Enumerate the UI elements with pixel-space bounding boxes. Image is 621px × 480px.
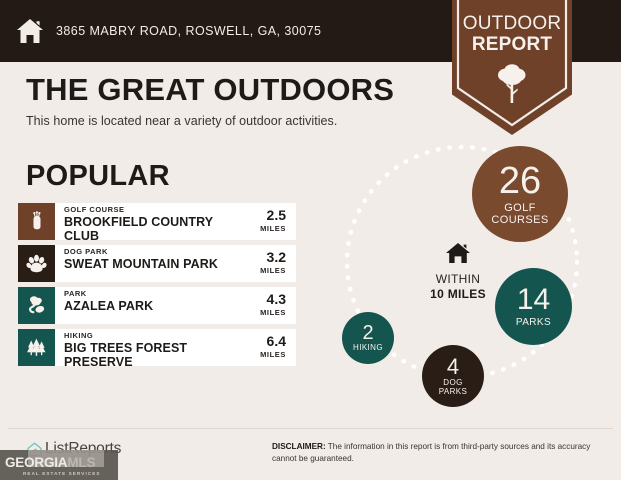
list-item-name: SWEAT MOUNTAIN PARK [64, 257, 218, 272]
bubble-label: PARKS [515, 316, 552, 328]
list-item-text: HIKING BIG TREES FOREST PRESERVE [55, 329, 226, 366]
list-item-category: GOLF COURSE [64, 205, 125, 214]
distance-unit: MILES [260, 266, 286, 275]
popular-heading: POPULAR [26, 160, 170, 192]
bubble-count: 4 [446, 353, 460, 379]
badge-title: OUTDOOR REPORT [452, 13, 572, 55]
list-item[interactable]: DOG PARK SWEAT MOUNTAIN PARK 3.2 MILES [18, 245, 296, 282]
home-icon [16, 18, 44, 44]
header-content: 3865 MABRY ROAD, ROSWELL, GA, 30075 [16, 0, 321, 62]
distance-unit: MILES [260, 224, 286, 233]
list-item-text: DOG PARK SWEAT MOUNTAIN PARK [55, 245, 226, 282]
tree-icon [452, 62, 572, 111]
bubble-count: 14 [516, 282, 551, 316]
list-item-category: HIKING [64, 331, 94, 340]
list-item[interactable]: GOLF COURSE BROOKFIELD COUNTRY CLUB 2.5 … [18, 203, 296, 240]
golf-bag-icon [18, 203, 55, 240]
list-item[interactable]: PARK AZALEA PARK 4.3 MILES [18, 287, 296, 324]
list-item-name: AZALEA PARK [64, 299, 154, 314]
distance-value: 6.4 [266, 333, 286, 349]
list-item-name: BIG TREES FOREST PRESERVE [64, 341, 188, 366]
center-line-1: WITHIN [435, 272, 481, 286]
popular-list: GOLF COURSE BROOKFIELD COUNTRY CLUB 2.5 … [18, 203, 296, 371]
bubble-label: GOLF COURSES [491, 202, 548, 227]
bubble-count: 26 [498, 159, 542, 202]
distance-unit: MILES [260, 350, 286, 359]
badge-line-2: REPORT [471, 33, 553, 55]
pine-trees-icon [18, 329, 55, 366]
bubble-dog-parks[interactable]: 4 DOG PARKS [422, 345, 484, 407]
bubble-label-line-2: COURSES [491, 214, 549, 226]
dotted-ring-path [344, 144, 580, 380]
watermark-tagline: REAL ESTATE SERVICES [23, 471, 101, 476]
list-item-name: BROOKFIELD COUNTRY CLUB [64, 215, 214, 240]
watermark-suffix-text: MLS [67, 455, 96, 470]
bubble-label-line-1: GOLF [504, 201, 536, 214]
list-item-distance: 4.3 MILES [226, 287, 296, 324]
badge-line-1: OUTDOOR [462, 13, 562, 34]
bubble-label-line-2: PARKS [438, 386, 468, 396]
page-subtitle: This home is located near a variety of o… [26, 113, 338, 128]
list-item-distance: 3.2 MILES [226, 245, 296, 282]
page-title: THE GREAT OUTDOORS [26, 72, 395, 107]
list-item-category: DOG PARK [64, 247, 108, 256]
list-item-category: PARK [64, 289, 87, 298]
distance-unit: MILES [260, 308, 286, 317]
bubble-label: DOG PARKS [438, 377, 468, 397]
paw-icon [18, 245, 55, 282]
list-item-text: PARK AZALEA PARK [55, 287, 226, 324]
home-icon [445, 243, 471, 268]
watermark-arc [28, 450, 104, 467]
footer-divider [8, 428, 613, 429]
list-item[interactable]: HIKING BIG TREES FOREST PRESERVE 6.4 MIL… [18, 329, 296, 366]
distance-value: 4.3 [266, 291, 286, 307]
park-tree-icon [18, 287, 55, 324]
bubble-golf-courses[interactable]: 26 GOLF COURSES [472, 146, 568, 242]
property-address: 3865 MABRY ROAD, ROSWELL, GA, 30075 [56, 24, 322, 38]
georgia-mls-watermark: GEORGIAMLS REAL ESTATE SERVICES [0, 450, 118, 480]
amenities-infographic: 26 GOLF COURSES 14 PARKS 4 DOG PARKS 2 H… [330, 140, 621, 425]
bubble-label-line-1: DOG [443, 377, 463, 387]
disclaimer-text: The information in this report is from t… [272, 442, 591, 463]
distance-value: 2.5 [266, 207, 286, 223]
bubble-label: HIKING [353, 343, 383, 353]
list-item-text: GOLF COURSE BROOKFIELD COUNTRY CLUB [55, 203, 226, 240]
list-item-distance: 2.5 MILES [226, 203, 296, 240]
bubble-parks[interactable]: 14 PARKS [495, 268, 572, 345]
watermark-main-text: GEORGIA [5, 455, 68, 470]
list-item-distance: 6.4 MILES [226, 329, 296, 366]
bubble-hiking[interactable]: 2 HIKING [342, 312, 394, 364]
intro-block: THE GREAT OUTDOORS This home is located … [26, 72, 395, 128]
bubble-count: 2 [362, 322, 374, 345]
disclaimer-label: DISCLAIMER: [272, 442, 326, 451]
watermark-wordmark: GEORGIAMLS [5, 455, 95, 470]
center-line-2: 10 MILES [430, 287, 486, 301]
distance-value: 3.2 [266, 249, 286, 265]
center-marker: WITHIN 10 MILES [408, 242, 508, 301]
disclaimer: DISCLAIMER: The information in this repo… [272, 441, 592, 465]
